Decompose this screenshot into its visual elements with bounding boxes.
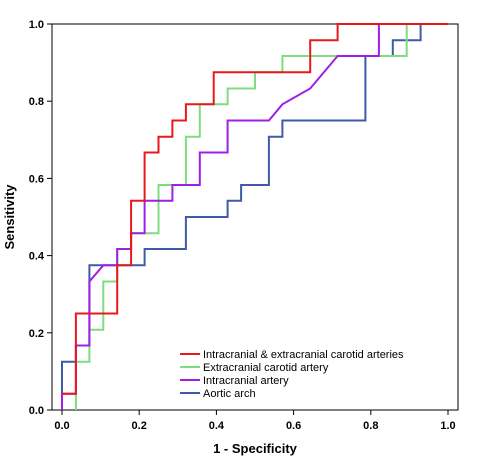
x-axis-title: 1 - Specificity bbox=[213, 441, 298, 456]
axis-ticks: 0.0 0.2 0.4 0.6 0.8 1.0 0.0 0.2 0.4 0.6 0.8 1.0 bbox=[29, 19, 456, 432]
y-tick-label: 0.4 bbox=[29, 251, 45, 263]
x-tick-label: 1.0 bbox=[440, 420, 455, 432]
legend: Intracranial & extracranial carotid arte… bbox=[180, 349, 404, 400]
legend-label: Aortic arch bbox=[203, 388, 256, 400]
x-tick-label: 0.0 bbox=[54, 420, 69, 432]
series-line-2 bbox=[61, 23, 448, 410]
y-axis-title: Sensitivity bbox=[2, 184, 17, 250]
legend-label: Intracranial artery bbox=[203, 375, 289, 387]
y-tick-label: 0.8 bbox=[29, 96, 44, 108]
x-tick-label: 0.2 bbox=[132, 420, 147, 432]
series-lines bbox=[61, 23, 448, 410]
y-tick-label: 0.2 bbox=[29, 328, 44, 340]
y-tick-label: 0.0 bbox=[29, 405, 44, 417]
y-tick-label: 1.0 bbox=[29, 19, 44, 31]
x-tick-label: 0.6 bbox=[286, 420, 301, 432]
legend-label: Intracranial & extracranial carotid arte… bbox=[203, 349, 404, 361]
series-line-0 bbox=[62, 23, 448, 395]
plot-frame bbox=[51, 23, 459, 411]
x-tick-label: 0.8 bbox=[363, 420, 378, 432]
y-tick-label: 0.6 bbox=[29, 173, 44, 185]
legend-label: Extracranial carotid artery bbox=[203, 362, 329, 374]
x-tick-label: 0.4 bbox=[209, 420, 225, 432]
